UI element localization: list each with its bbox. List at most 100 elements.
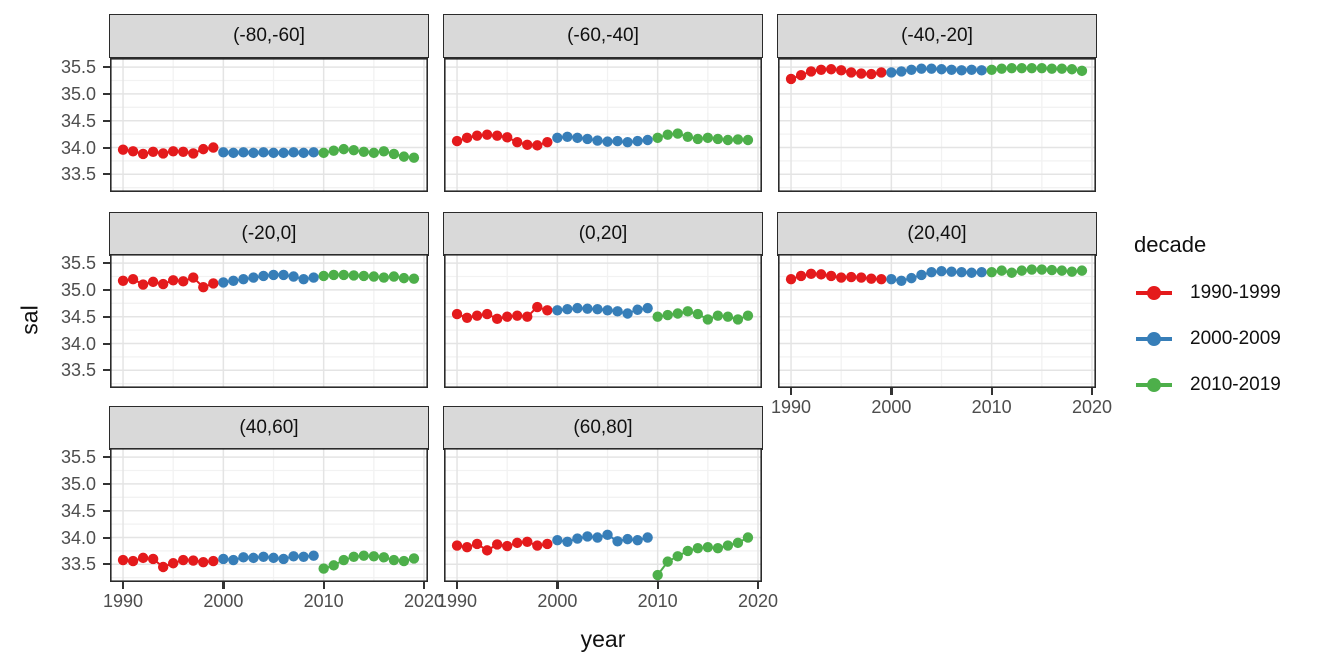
data-point (137, 552, 149, 564)
data-point (582, 303, 593, 314)
data-point (1046, 63, 1058, 74)
facet-panel (444, 58, 762, 192)
data-point (612, 135, 623, 147)
facet-panel (444, 254, 762, 388)
data-point (532, 540, 543, 551)
data-point (127, 555, 139, 567)
x-tick-label: 2000 (871, 397, 912, 417)
data-point (722, 540, 734, 551)
data-point (368, 551, 380, 562)
facet-panel (110, 254, 428, 388)
data-point (652, 311, 663, 322)
data-point (481, 129, 493, 140)
x-tick-label: 1990 (103, 591, 144, 611)
data-point (278, 147, 289, 159)
data-point (268, 269, 279, 281)
decade-series (552, 131, 653, 148)
data-point (358, 550, 369, 561)
data-point (896, 275, 907, 286)
y-tick-label: 33.5 (60, 164, 96, 185)
data-point (712, 543, 724, 554)
facet-panel (110, 448, 428, 582)
data-point (672, 551, 683, 562)
legend-entry: 2000-2009 (1134, 324, 1281, 354)
data-point (348, 551, 359, 563)
panel-border (778, 58, 1096, 192)
data-point (157, 148, 169, 159)
x-tick-label: 2000 (537, 591, 578, 611)
data-point (632, 135, 643, 147)
y-tick-mark (103, 456, 110, 459)
y-tick-mark (103, 146, 110, 149)
data-point (642, 302, 653, 314)
decade-series (218, 269, 319, 288)
data-point (815, 64, 827, 75)
data-point (702, 314, 714, 325)
data-point (856, 68, 867, 79)
panel-border (778, 254, 1096, 388)
data-point (662, 129, 673, 140)
data-point (622, 136, 633, 148)
data-point (592, 304, 603, 315)
y-tick-mark (103, 315, 110, 318)
data-point (208, 142, 219, 153)
data-point (491, 313, 503, 325)
decade-series (318, 143, 420, 163)
y-tick-mark (103, 563, 110, 566)
gridlines (778, 58, 1096, 192)
gridlines (110, 448, 428, 582)
data-point (732, 134, 744, 145)
data-point (398, 151, 410, 162)
data-point (795, 270, 807, 282)
data-point (461, 541, 473, 553)
y-tick-label: 35.0 (60, 279, 96, 300)
x-tick-mark (422, 582, 426, 589)
data-point (1036, 264, 1048, 275)
data-point (562, 131, 573, 142)
data-point (682, 545, 693, 557)
data-point (986, 267, 997, 278)
data-point (298, 551, 309, 563)
data-point (328, 269, 339, 281)
data-point (451, 308, 463, 320)
data-point (1076, 265, 1088, 276)
data-point (208, 278, 219, 289)
x-axis-title: year (580, 626, 626, 652)
data-point (692, 133, 703, 145)
y-tick-mark (103, 509, 110, 512)
data-point (127, 146, 139, 157)
decade-series (451, 536, 553, 556)
data-point (501, 540, 513, 552)
y-axis-title: sal (16, 305, 43, 335)
x-tick-label: 2010 (637, 591, 678, 611)
data-point (408, 152, 420, 163)
data-point (642, 532, 653, 543)
data-point (532, 140, 543, 151)
data-point (672, 308, 683, 319)
data-point (562, 304, 573, 315)
data-point (732, 314, 744, 325)
data-point (238, 273, 249, 285)
data-point (338, 269, 349, 281)
data-point (582, 133, 593, 145)
data-point (682, 131, 693, 142)
data-point (1056, 63, 1068, 74)
data-point (835, 65, 847, 76)
decade-series (886, 63, 987, 78)
data-point (532, 301, 543, 313)
panel-border (444, 58, 762, 192)
data-point (178, 146, 189, 157)
data-point (722, 311, 734, 322)
gridlines (110, 58, 428, 192)
legend-entry-label: 2000-2009 (1190, 328, 1281, 349)
data-point (825, 270, 837, 282)
data-point (178, 276, 189, 287)
data-point (481, 308, 493, 320)
data-point (228, 554, 239, 566)
decade-series (652, 532, 754, 581)
data-point (471, 310, 483, 321)
x-tick-mark (890, 388, 893, 395)
y-tick-mark (103, 482, 110, 486)
data-point (996, 63, 1007, 74)
